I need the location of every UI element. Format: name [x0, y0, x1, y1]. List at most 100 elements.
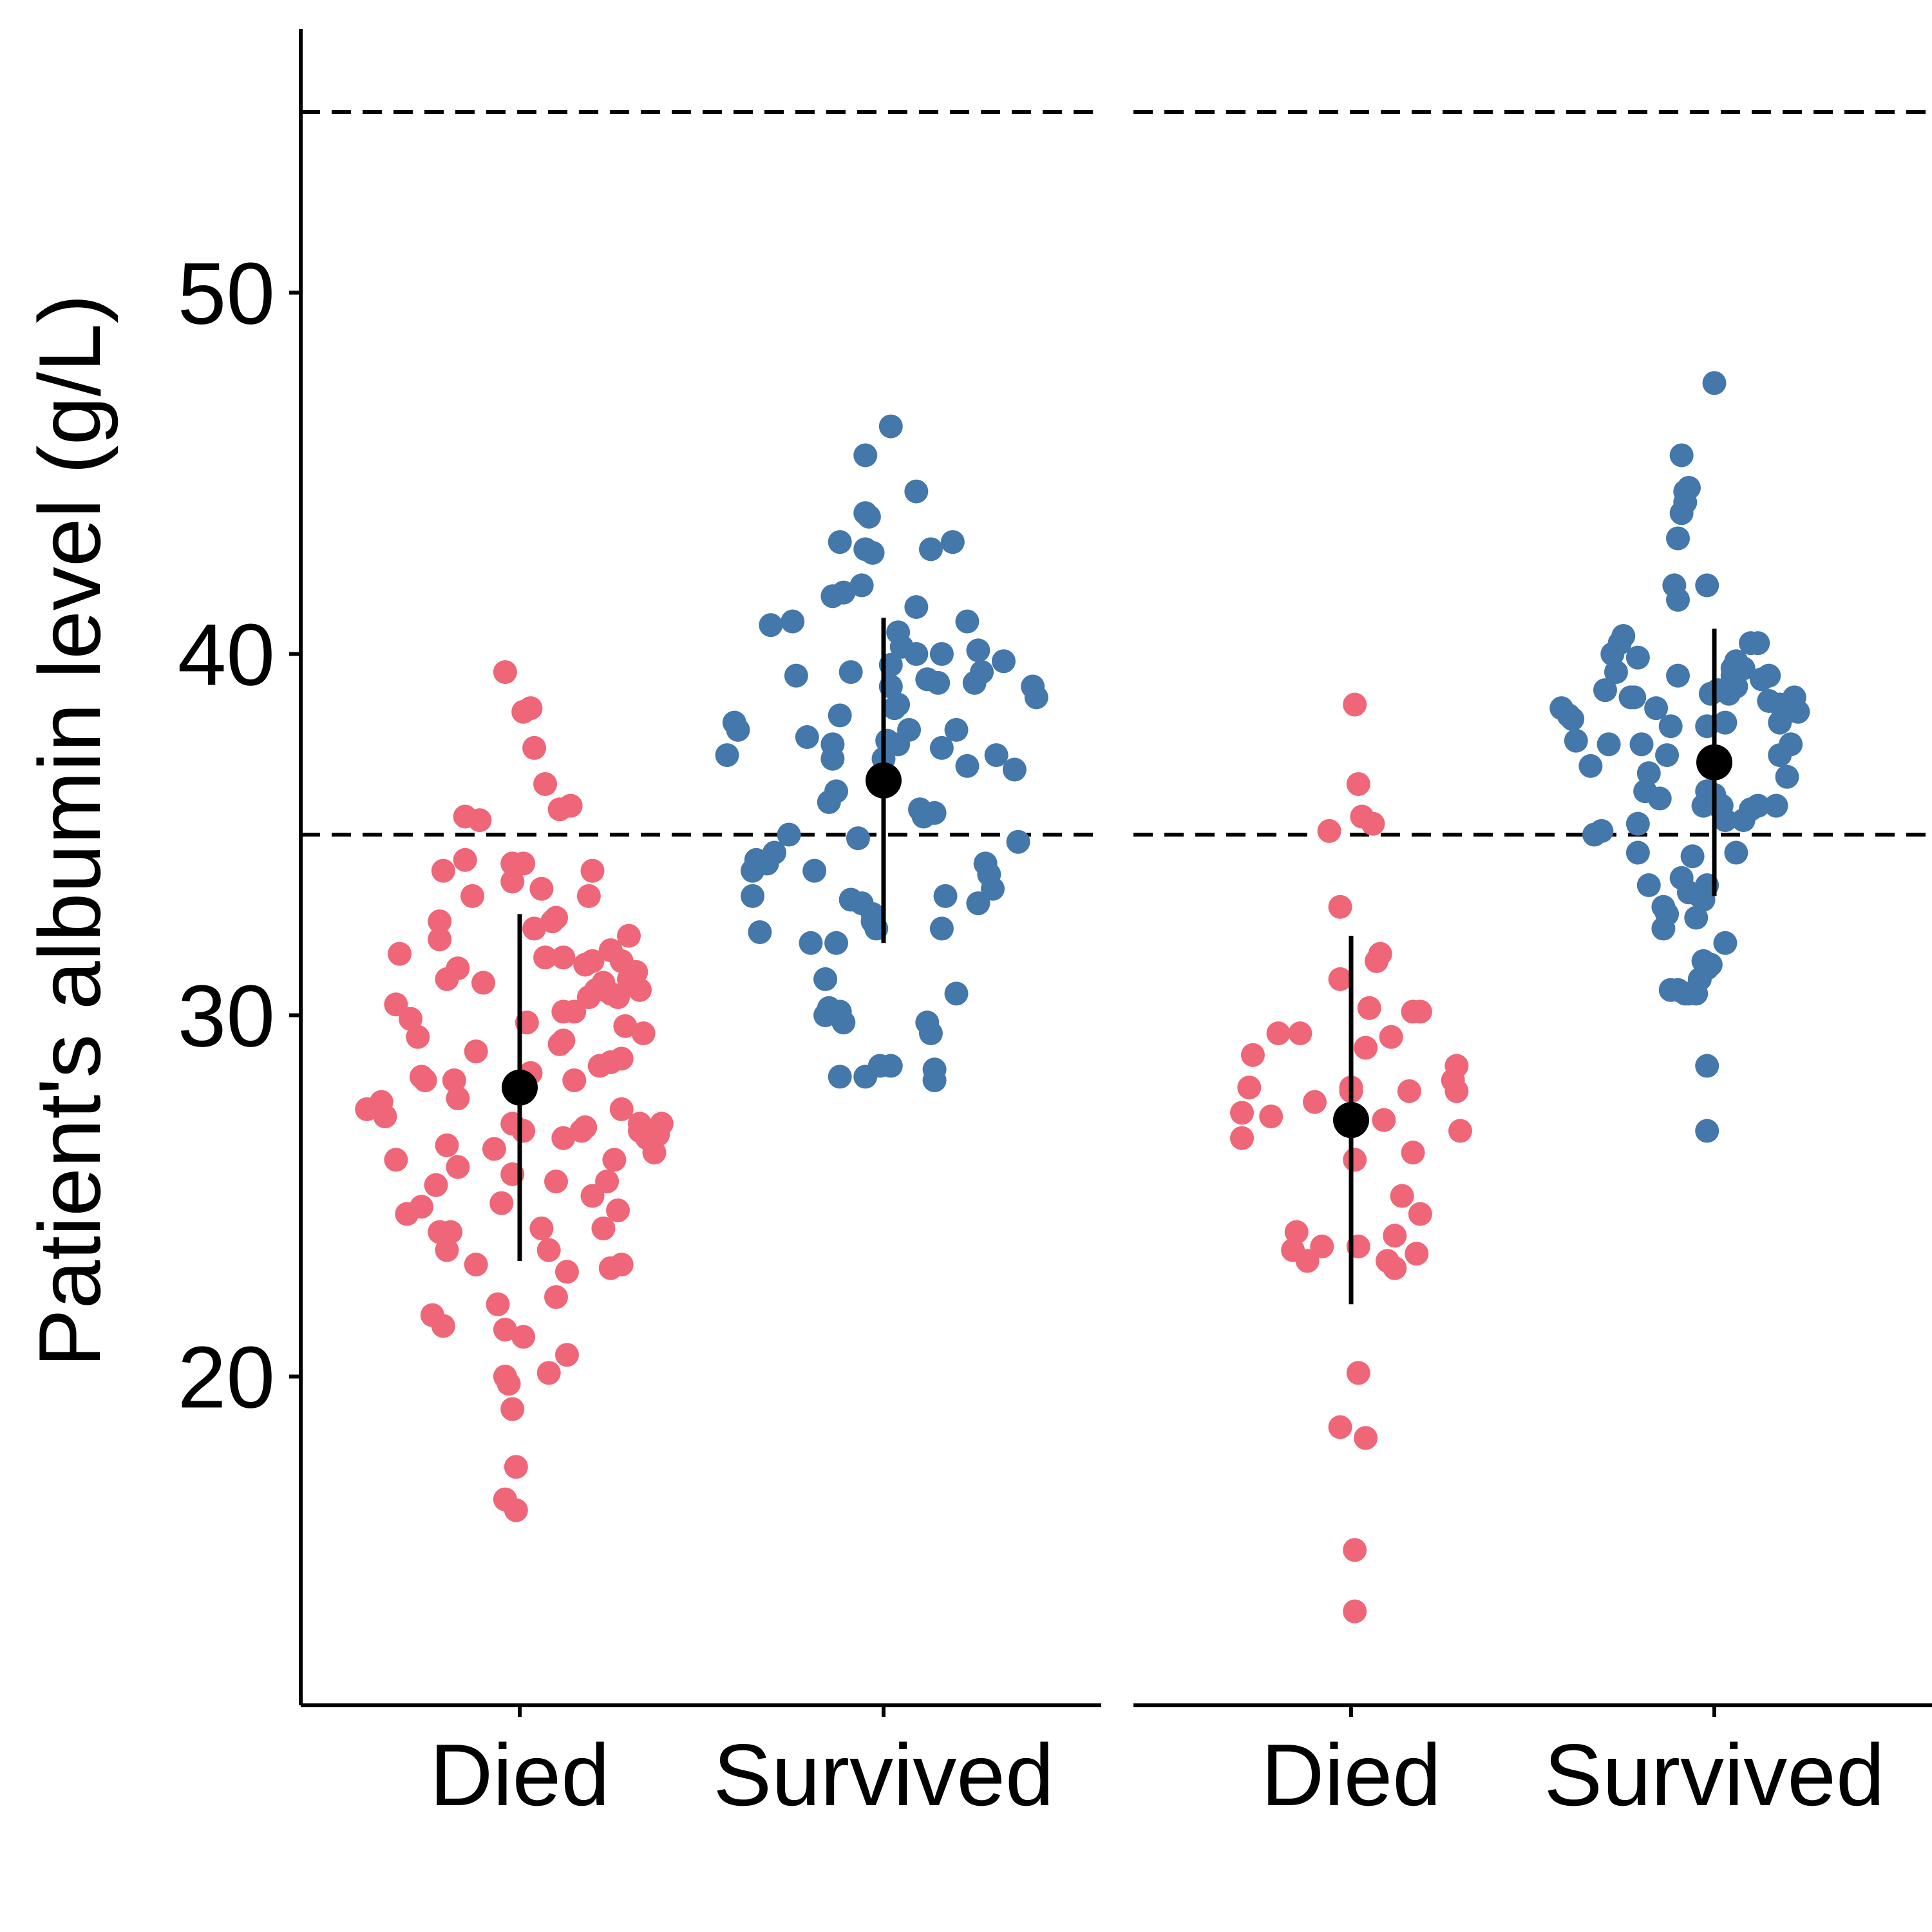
- x-tick-label: Survived: [713, 1726, 1054, 1824]
- data-point-survived: [762, 840, 786, 865]
- data-point-died: [460, 884, 485, 908]
- data-point-died: [464, 1253, 488, 1277]
- data-point-survived: [929, 735, 954, 760]
- data-point-died: [591, 1216, 616, 1240]
- data-point-died: [609, 1097, 634, 1121]
- data-point-died: [551, 1126, 576, 1150]
- data-point-died: [446, 1155, 470, 1179]
- data-point-survived: [1604, 660, 1628, 685]
- data-point-died: [413, 1068, 437, 1092]
- data-point-died: [431, 1314, 455, 1338]
- data-point-survived: [1676, 475, 1701, 500]
- data-point-survived: [1724, 674, 1748, 699]
- data-point-survived: [820, 732, 845, 757]
- data-point-died: [544, 905, 568, 930]
- data-point-survived: [1666, 526, 1690, 551]
- data-point-died: [446, 1086, 470, 1111]
- data-point-survived: [784, 663, 808, 688]
- data-point-died: [642, 1141, 667, 1165]
- data-point-died: [1288, 1021, 1312, 1046]
- data-point-died: [536, 1238, 561, 1262]
- x-tick-label: Survived: [1544, 1726, 1884, 1824]
- data-point-died: [511, 851, 536, 876]
- data-point-died: [482, 1137, 506, 1161]
- data-point-survived: [966, 638, 990, 663]
- data-point-survived: [1713, 710, 1738, 735]
- data-point-died: [1328, 967, 1352, 991]
- data-point-survived: [1680, 844, 1705, 869]
- data-point-died: [1354, 1426, 1378, 1450]
- data-point-died: [1317, 819, 1341, 843]
- data-point-died: [627, 978, 652, 1002]
- data-point-survived: [1560, 706, 1585, 731]
- data-point-survived: [1669, 866, 1694, 890]
- data-point-survived: [828, 530, 852, 554]
- data-point-died: [1303, 1090, 1327, 1114]
- data-point-survived: [1786, 699, 1810, 724]
- data-point-survived: [944, 717, 969, 742]
- data-point-survived: [929, 916, 954, 941]
- summary-marks: [502, 618, 1732, 1305]
- data-point-died: [554, 1260, 579, 1284]
- data-point-died: [580, 1184, 605, 1208]
- data-point-died: [468, 808, 492, 833]
- data-point-died: [587, 1054, 612, 1078]
- data-point-died: [1379, 1025, 1403, 1049]
- data-point-survived: [795, 725, 819, 750]
- data-point-survived: [1611, 623, 1636, 648]
- data-point-survived: [1024, 685, 1048, 710]
- data-point-died: [606, 985, 630, 1009]
- data-point-survived: [944, 981, 969, 1006]
- data-point-died: [504, 1455, 528, 1479]
- data-point-survived: [1724, 840, 1748, 865]
- x-tick-label: Died: [1261, 1726, 1441, 1824]
- data-point-survived: [1622, 685, 1647, 710]
- data-point-survived: [1695, 1119, 1719, 1143]
- data-point-died: [573, 1115, 598, 1139]
- data-point-died: [1343, 1599, 1367, 1624]
- data-point-survived: [1695, 1054, 1719, 1078]
- data-point-died: [511, 1325, 536, 1349]
- data-point-died: [1343, 692, 1367, 717]
- data-point-died: [1372, 1108, 1396, 1132]
- data-point-survived: [1629, 732, 1654, 757]
- data-point-survived: [781, 609, 805, 634]
- data-point-died: [1390, 1184, 1414, 1208]
- axes: [289, 29, 1932, 1717]
- data-point-died: [1368, 942, 1392, 966]
- data-point-died: [1448, 1119, 1472, 1143]
- data-point-survived: [1658, 714, 1683, 739]
- data-point-died: [536, 1361, 561, 1385]
- data-point-died: [551, 1028, 576, 1053]
- data-point-survived: [1625, 811, 1650, 836]
- data-point-died: [1383, 1256, 1407, 1280]
- data-point-died: [399, 1007, 422, 1031]
- data-point-survived: [1596, 732, 1621, 757]
- mean-point: [1696, 744, 1732, 781]
- data-point-survived: [918, 1021, 943, 1046]
- data-point-survived: [831, 1010, 856, 1035]
- data-point-died: [453, 848, 477, 872]
- data-point-survived: [799, 931, 823, 955]
- data-point-died: [464, 1039, 488, 1064]
- data-point-died: [1408, 999, 1432, 1024]
- data-point-survived: [853, 443, 878, 468]
- data-point-died: [1343, 1538, 1367, 1562]
- data-point-died: [388, 942, 412, 966]
- data-point-died: [631, 1021, 656, 1046]
- data-point-died: [602, 1148, 627, 1172]
- data-point-died: [1230, 1126, 1254, 1150]
- data-point-survived: [759, 613, 783, 638]
- data-point-died: [431, 858, 455, 883]
- data-point-survived: [1695, 573, 1719, 598]
- data-point-survived: [940, 530, 965, 554]
- data-point-survived: [853, 501, 878, 526]
- data-point-died: [1295, 1249, 1320, 1273]
- mean-point: [1333, 1102, 1369, 1139]
- data-point-survived: [824, 779, 849, 804]
- data-point-died: [500, 1397, 525, 1421]
- data-point-died: [573, 952, 598, 977]
- data-point-died: [504, 1498, 528, 1522]
- data-point-survived: [955, 609, 980, 634]
- data-point-survived: [846, 826, 870, 851]
